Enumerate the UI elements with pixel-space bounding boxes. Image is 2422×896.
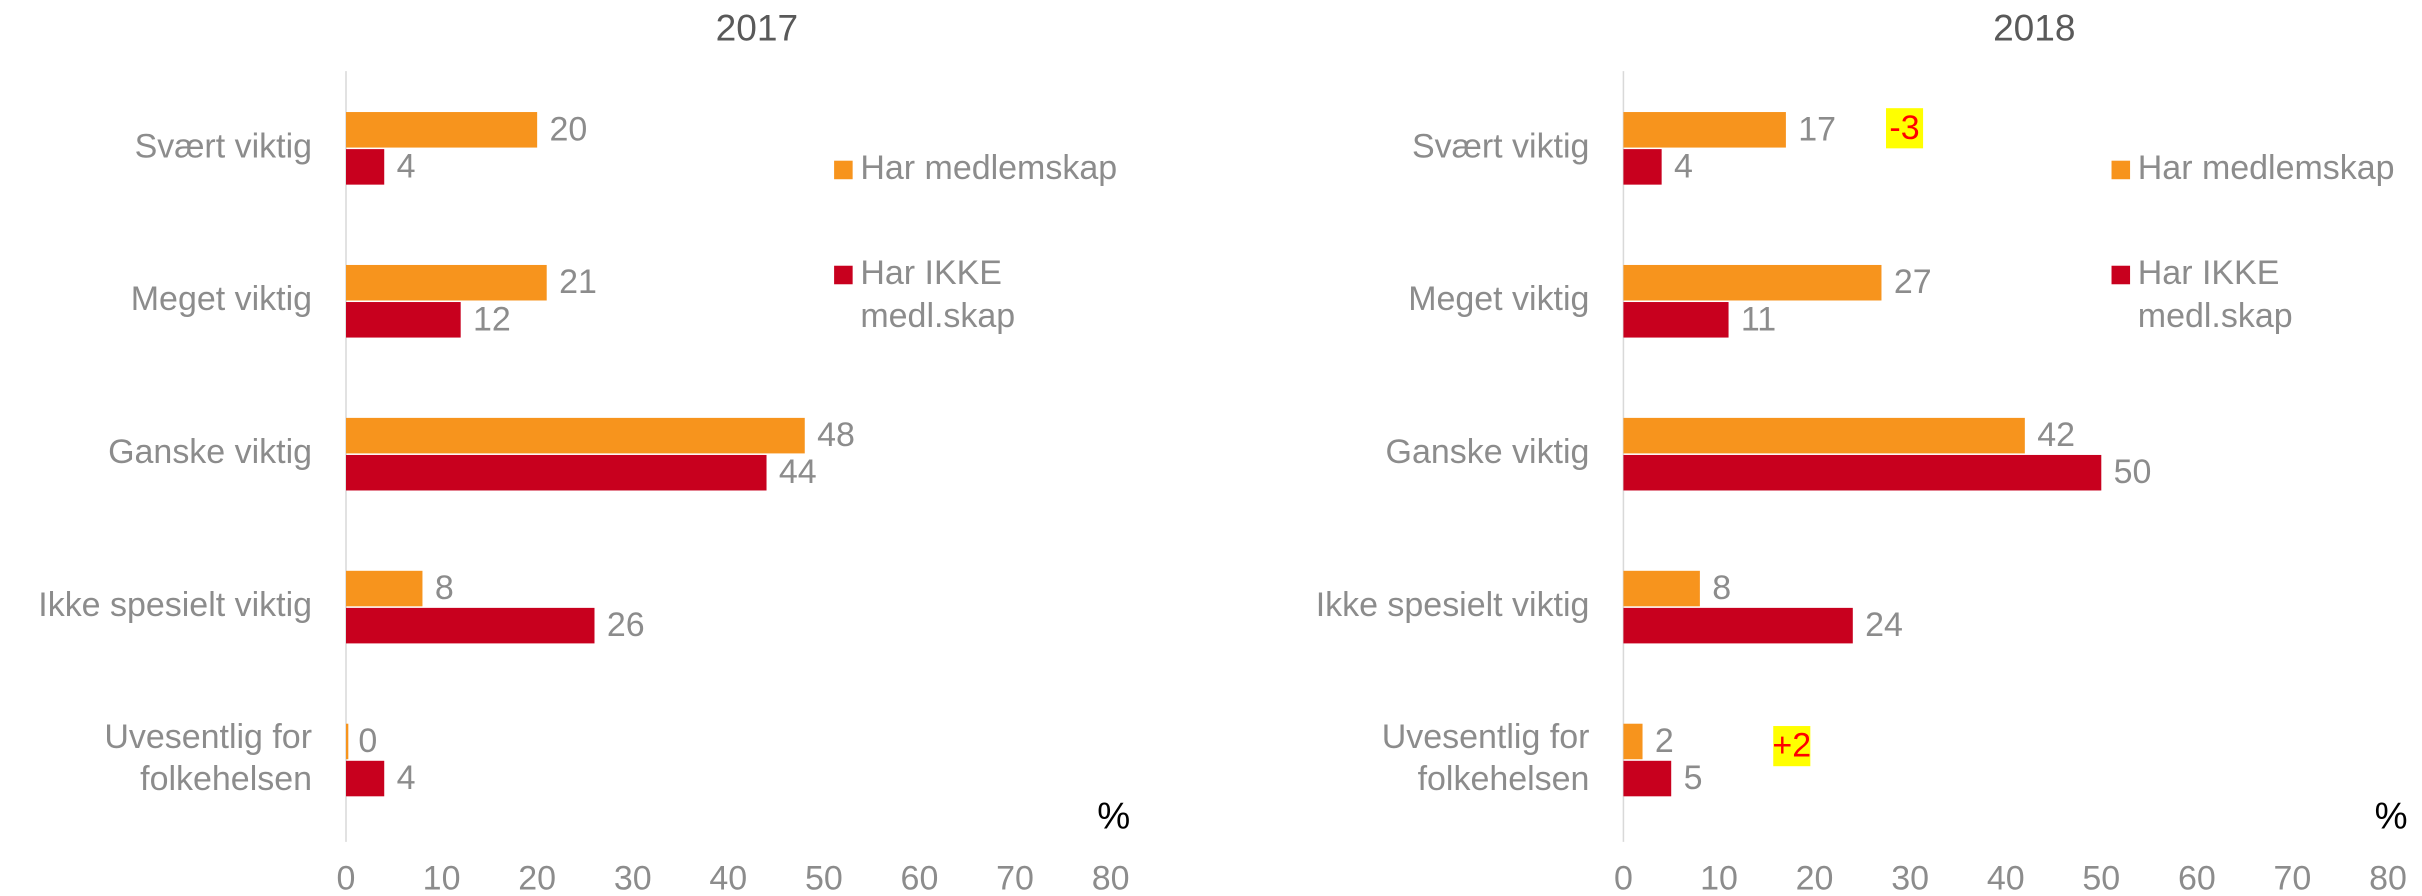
annotation: +2 bbox=[1772, 727, 1811, 765]
data-label: 20 bbox=[550, 110, 588, 148]
x-tick-label: 30 bbox=[614, 859, 652, 896]
x-tick-label: 20 bbox=[1796, 859, 1834, 896]
bar bbox=[1623, 760, 1672, 797]
data-label: 0 bbox=[358, 722, 377, 760]
legend-label: Har IKKE medl.skap bbox=[2138, 254, 2293, 335]
data-label: 5 bbox=[1684, 759, 1703, 797]
data-label: 17 bbox=[1798, 110, 1836, 148]
x-tick-label: 10 bbox=[423, 859, 461, 896]
x-axis-label: % bbox=[2375, 795, 2408, 837]
bar bbox=[1623, 570, 1700, 607]
category-label: Svært viktig bbox=[1412, 127, 1589, 165]
data-label: 4 bbox=[397, 759, 416, 797]
data-label: 11 bbox=[1741, 300, 1776, 338]
bar bbox=[346, 417, 805, 454]
bar bbox=[346, 760, 385, 797]
bar bbox=[1623, 302, 1729, 338]
x-tick-label: 10 bbox=[1700, 859, 1738, 896]
legend-swatch bbox=[2111, 265, 2131, 285]
category-label: Uvesentlig for folkehelsen bbox=[1382, 718, 1590, 798]
x-tick-label: 50 bbox=[2082, 859, 2120, 896]
data-label: 12 bbox=[473, 300, 511, 338]
legend-swatch bbox=[834, 160, 853, 180]
bar bbox=[346, 723, 349, 760]
annotation-bg bbox=[1773, 726, 1811, 767]
data-label: 26 bbox=[607, 606, 645, 644]
bar bbox=[1623, 723, 1643, 760]
x-tick-label: 50 bbox=[805, 859, 843, 896]
data-label: 8 bbox=[435, 569, 454, 607]
data-label: 4 bbox=[397, 147, 416, 185]
category-label: Uvesentlig for folkehelsen bbox=[104, 718, 312, 798]
data-label: 4 bbox=[1674, 147, 1693, 185]
legend-label: Har IKKE medl.skap bbox=[860, 254, 1015, 335]
x-tick-label: 0 bbox=[1614, 859, 1633, 896]
bar bbox=[1623, 607, 1853, 644]
data-label: 44 bbox=[779, 453, 817, 491]
x-tick-label: 70 bbox=[2274, 859, 2312, 896]
category-label: Ikke spesielt viktig bbox=[1316, 586, 1590, 624]
annotation-bg bbox=[1886, 108, 1924, 149]
data-label: 21 bbox=[559, 263, 597, 301]
chart-title: 2017 bbox=[716, 7, 798, 49]
bar bbox=[346, 149, 385, 185]
data-label: 24 bbox=[1865, 606, 1903, 644]
x-tick-label: 40 bbox=[709, 859, 747, 896]
category-label: Meget viktig bbox=[1408, 280, 1589, 318]
x-tick-label: 70 bbox=[996, 859, 1034, 896]
bar bbox=[346, 454, 767, 491]
bar bbox=[1623, 454, 2102, 491]
bar bbox=[1623, 264, 1882, 301]
legend-label: Har medlemskap bbox=[2138, 149, 2395, 187]
data-label: 50 bbox=[2114, 453, 2152, 491]
bar bbox=[1623, 112, 1786, 148]
data-label: 8 bbox=[1712, 569, 1731, 607]
category-label: Ganske viktig bbox=[1386, 433, 1590, 471]
x-tick-label: 80 bbox=[1092, 859, 1130, 896]
bar bbox=[346, 607, 595, 644]
bar bbox=[1623, 417, 2025, 454]
x-tick-label: 20 bbox=[518, 859, 556, 896]
x-tick-label: 80 bbox=[2369, 859, 2407, 896]
chart-title: 2018 bbox=[1993, 7, 2075, 49]
x-tick-label: 30 bbox=[1891, 859, 1929, 896]
annotation: -3 bbox=[1889, 109, 1919, 147]
x-tick-label: 60 bbox=[901, 859, 939, 896]
category-label: Ikke spesielt viktig bbox=[38, 586, 312, 624]
x-tick-label: 0 bbox=[337, 859, 356, 896]
data-label: 42 bbox=[2037, 416, 2075, 454]
bar bbox=[346, 112, 538, 148]
category-label: Ganske viktig bbox=[108, 433, 312, 471]
data-label: 2 bbox=[1655, 722, 1674, 760]
bar bbox=[1623, 149, 1662, 185]
data-label: 27 bbox=[1894, 263, 1932, 301]
bar bbox=[346, 570, 423, 607]
x-axis-label: % bbox=[1097, 795, 1130, 837]
category-label: Svært viktig bbox=[135, 127, 312, 165]
legend-label: Har medlemskap bbox=[860, 149, 1117, 187]
data-label: 48 bbox=[817, 416, 855, 454]
legend-swatch bbox=[834, 265, 853, 285]
x-tick-label: 40 bbox=[1987, 859, 2025, 896]
bar bbox=[346, 264, 547, 301]
bar bbox=[346, 302, 461, 338]
category-label: Meget viktig bbox=[131, 280, 312, 318]
legend-swatch bbox=[2111, 160, 2131, 180]
x-tick-label: 60 bbox=[2178, 859, 2216, 896]
